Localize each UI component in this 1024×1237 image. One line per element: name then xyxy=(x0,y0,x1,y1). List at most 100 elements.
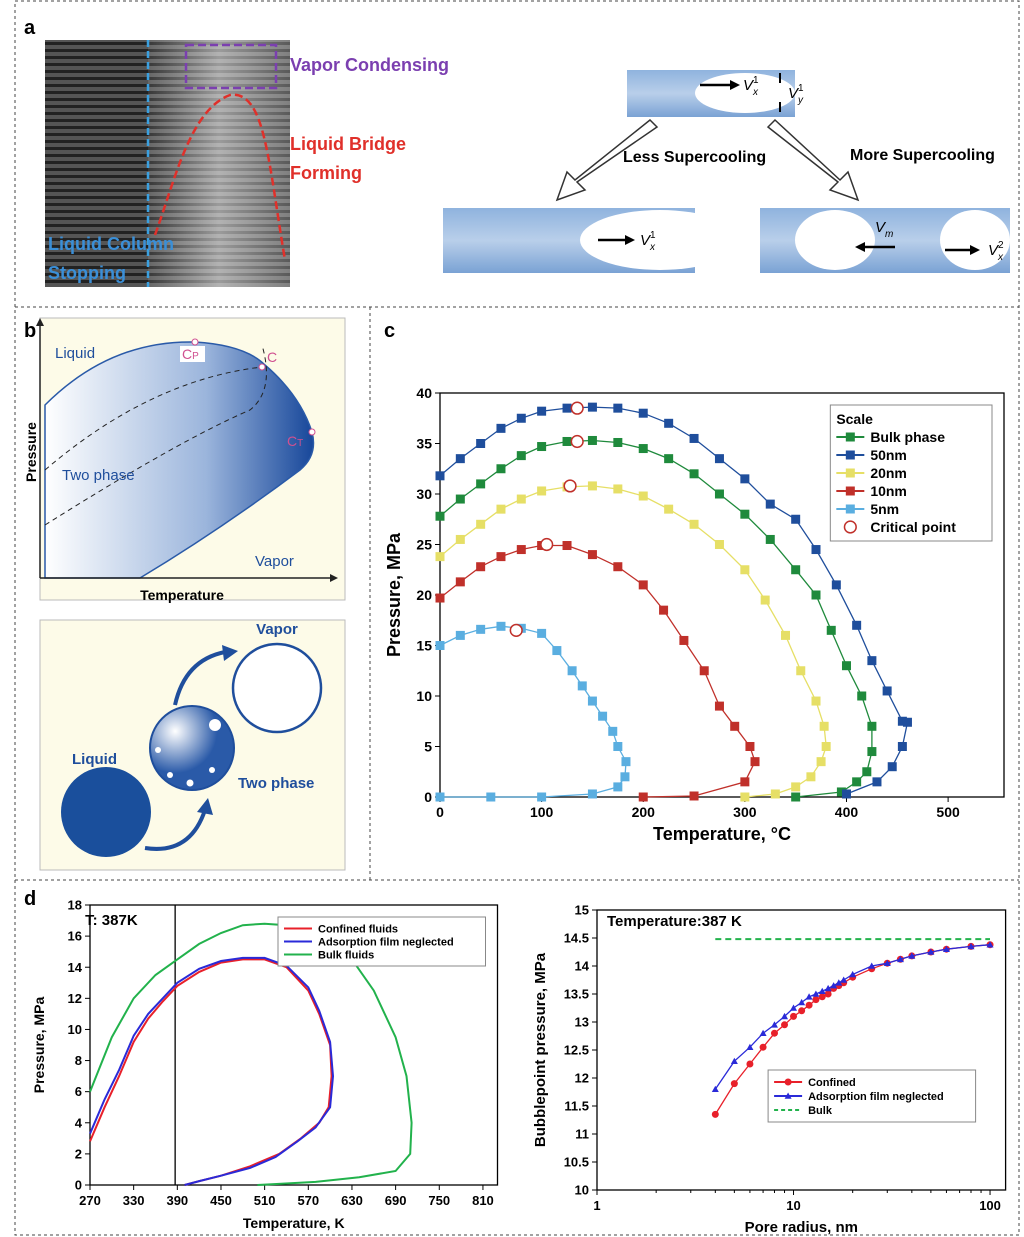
marker xyxy=(831,580,841,590)
marker xyxy=(496,464,506,474)
legend-label: Bulk phase xyxy=(870,429,945,445)
marker xyxy=(857,691,867,701)
marker xyxy=(570,401,584,415)
marker xyxy=(818,993,826,1001)
y-tick-label: 16 xyxy=(68,929,82,944)
marker xyxy=(435,511,445,521)
marker xyxy=(689,433,699,443)
y-axis-label: Pressure, MPa xyxy=(31,997,47,1094)
legend-label: Adsorption film neglected xyxy=(808,1091,944,1103)
marker xyxy=(638,408,648,418)
velocity-label: 2 xyxy=(998,240,1004,251)
annotation: Liquid Column xyxy=(48,234,174,254)
velocity-label: 1 xyxy=(798,83,804,94)
x-tick-label: 510 xyxy=(254,1193,276,1208)
y-tick-label: 11 xyxy=(575,1127,589,1142)
y-tick-label: 6 xyxy=(75,1084,82,1099)
y-axis-label: Pressure, MPa xyxy=(384,532,404,657)
marker xyxy=(805,1001,813,1009)
x-tick-label: 300 xyxy=(733,804,757,820)
micrograph xyxy=(45,40,290,287)
marker xyxy=(435,641,445,650)
y-tick-label: 30 xyxy=(416,486,432,502)
marker xyxy=(942,945,950,952)
annotation: Two phase xyxy=(238,775,314,792)
marker xyxy=(812,996,820,1004)
marker xyxy=(824,990,832,998)
marker xyxy=(791,792,801,802)
marker xyxy=(567,666,577,676)
marker xyxy=(896,955,904,963)
annotation: Vapor xyxy=(255,553,294,570)
series-line xyxy=(439,439,873,798)
annotation: Vapor xyxy=(256,621,298,638)
marker xyxy=(852,777,862,787)
marker xyxy=(790,1012,798,1020)
marker xyxy=(598,711,608,721)
axis-label: Pressure xyxy=(23,422,39,482)
marker xyxy=(897,742,907,751)
marker xyxy=(765,534,775,544)
marker xyxy=(798,998,806,1006)
series-line xyxy=(439,625,627,798)
marker xyxy=(486,792,496,802)
marker xyxy=(760,595,770,605)
y-tick-label: 12 xyxy=(575,1071,589,1086)
marker xyxy=(613,403,623,413)
x-axis-label: Pore radius, nm xyxy=(745,1219,858,1236)
marker xyxy=(562,436,572,446)
y-tick-label: 14.5 xyxy=(564,931,589,946)
marker xyxy=(740,509,750,519)
panel-label: a xyxy=(24,17,36,39)
marker xyxy=(882,686,892,696)
marker xyxy=(765,499,775,509)
marker xyxy=(613,782,623,792)
marker xyxy=(455,534,465,544)
annotation: More Supercooling xyxy=(850,147,995,164)
x-tick-label: 570 xyxy=(297,1193,319,1208)
marker xyxy=(730,1080,738,1088)
legend-marker xyxy=(845,486,855,496)
legend-marker xyxy=(845,450,855,460)
velocity-label: x xyxy=(997,252,1004,263)
legend-label: Confined xyxy=(808,1077,856,1089)
annotation: Liquid xyxy=(55,345,95,362)
marker xyxy=(868,962,876,969)
marker xyxy=(435,792,445,802)
legend-marker xyxy=(845,468,855,478)
x-tick-label: 1 xyxy=(593,1198,600,1213)
marker xyxy=(664,454,674,464)
x-tick-label: 100 xyxy=(979,1198,1001,1213)
marker xyxy=(967,942,975,950)
marker xyxy=(562,541,572,551)
marker xyxy=(841,789,851,799)
x-tick-label: 100 xyxy=(530,804,554,820)
marker xyxy=(613,437,623,447)
y-tick-label: 14 xyxy=(575,959,590,974)
y-axis-label: Bubblepoint pressure, MPa xyxy=(532,952,549,1147)
marker xyxy=(455,577,465,587)
marker xyxy=(811,590,821,600)
marker xyxy=(455,630,465,640)
marker xyxy=(540,537,554,552)
marker xyxy=(759,1029,767,1036)
legend-box xyxy=(767,1069,977,1123)
marker xyxy=(562,403,572,413)
x-tick-label: 400 xyxy=(835,804,859,820)
marker xyxy=(621,757,631,767)
annotation: Liquid xyxy=(72,751,117,768)
marker xyxy=(496,423,506,433)
y-tick-label: 40 xyxy=(416,385,432,401)
annotation: T: 387K xyxy=(85,912,138,929)
marker xyxy=(613,562,623,572)
marker xyxy=(836,787,846,797)
marker xyxy=(902,717,912,727)
marker xyxy=(791,565,801,575)
marker xyxy=(699,666,709,676)
marker xyxy=(552,646,562,656)
marker xyxy=(435,593,445,603)
x-tick-label: 390 xyxy=(166,1193,188,1208)
annotation: Liquid Bridge xyxy=(290,134,406,154)
marker xyxy=(819,721,829,731)
marker xyxy=(476,562,486,572)
